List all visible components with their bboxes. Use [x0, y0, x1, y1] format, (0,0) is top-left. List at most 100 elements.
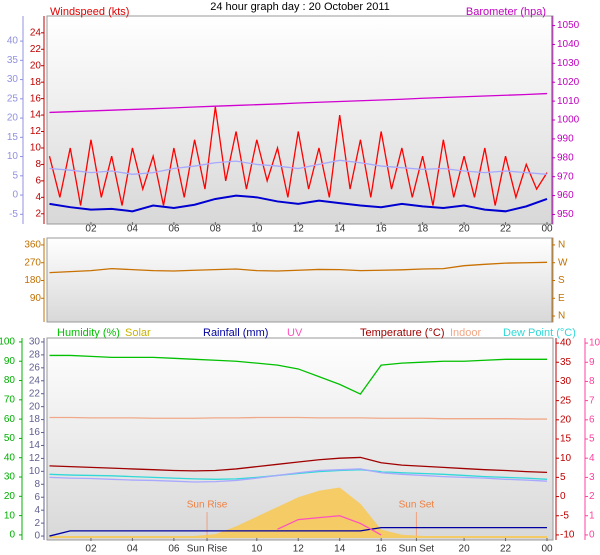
- area: [49, 487, 547, 538]
- y-tick-label: 10: [589, 338, 600, 349]
- y-tick-label: 1050: [557, 20, 580, 31]
- x-tick-label: 14: [334, 544, 346, 555]
- y-tick-label: 0: [560, 491, 566, 502]
- y-tick-label: 90: [30, 293, 42, 304]
- y-tick-label: 8: [35, 159, 41, 170]
- line: [277, 515, 382, 536]
- x-tick-label: 22: [500, 224, 512, 235]
- line: [49, 261, 548, 274]
- y-tick-label: 0: [34, 531, 40, 542]
- y-tick-label: 25: [7, 93, 19, 104]
- y-tick-label: S: [558, 275, 565, 286]
- y-tick-label: 35: [560, 357, 572, 368]
- y-tick-label: 5: [589, 434, 595, 445]
- y-tick-label: 22: [29, 388, 41, 399]
- legend-entry: Dew Point (°C): [503, 327, 576, 339]
- x-tick-label: 12: [293, 224, 305, 235]
- annotation: Sun Set: [399, 500, 435, 511]
- y-tick-label: 100: [0, 337, 15, 348]
- x-tick-label: 20: [459, 224, 471, 235]
- y-tick-label: 1040: [557, 39, 580, 50]
- y-tick-label: 80: [4, 375, 16, 386]
- x-tick-label: 16: [376, 544, 388, 555]
- y-tick-label: 24: [30, 27, 42, 38]
- y-tick-label: 960: [557, 190, 574, 201]
- y-tick-label: 20: [30, 60, 42, 71]
- plot-area: [46, 15, 554, 225]
- x-tick-label: 08: [210, 224, 222, 235]
- y-tick-label: 3: [589, 472, 595, 483]
- line: [49, 354, 547, 395]
- y-tick-label: 950: [557, 209, 574, 220]
- y-tick-label: 16: [29, 427, 41, 438]
- y-tick-label: 40: [7, 36, 19, 47]
- x-tick-label: 18: [417, 224, 429, 235]
- y-tick-label: 970: [557, 171, 574, 182]
- y-tick-label: 20: [4, 491, 16, 502]
- y-tick-label: 28: [29, 350, 41, 361]
- y-tick-label: 2: [34, 518, 40, 529]
- x-tick-label: Sun Rise: [187, 544, 228, 555]
- y-tick-label: 30: [29, 337, 41, 348]
- x-tick-label: 06: [168, 544, 180, 555]
- y-tick-label: 6: [34, 492, 40, 503]
- y-tick-label: 4: [34, 505, 40, 516]
- y-tick-label: 15: [560, 434, 572, 445]
- y-tick-label: 90: [4, 356, 16, 367]
- axis-label: Barometer (hpa): [466, 6, 546, 18]
- y-tick-label: 10: [4, 510, 16, 521]
- y-tick-label: 2: [589, 491, 595, 502]
- y-tick-label: 14: [30, 110, 42, 121]
- y-tick-label: -5: [560, 510, 569, 521]
- y-tick-label: 20: [29, 401, 41, 412]
- y-tick-label: 35: [7, 55, 19, 66]
- legend-entry: Humidity (%): [57, 327, 120, 339]
- y-tick-label: 1000: [557, 115, 580, 126]
- y-tick-label: 22: [30, 44, 42, 55]
- x-tick-label: 12: [293, 544, 305, 555]
- y-tick-label: 270: [24, 257, 41, 268]
- y-tick-label: 26: [29, 362, 41, 373]
- y-tick-label: 4: [35, 192, 41, 203]
- y-tick-label: E: [558, 293, 565, 304]
- x-tick-label: 00: [541, 544, 553, 555]
- legend-entry: Solar: [125, 327, 151, 339]
- plot-area: [46, 237, 554, 323]
- y-tick-label: 7: [589, 395, 595, 406]
- y-tick-label: 980: [557, 152, 574, 163]
- y-tick-label: 30: [4, 472, 16, 483]
- x-tick-label: 16: [376, 224, 388, 235]
- y-tick-label: 16: [30, 93, 42, 104]
- y-tick-label: 0: [12, 190, 18, 201]
- y-tick-label: 990: [557, 134, 574, 145]
- y-tick-label: 40: [560, 338, 572, 349]
- x-tick-label: 10: [251, 544, 263, 555]
- y-tick-label: 10: [7, 151, 19, 162]
- y-tick-label: 60: [4, 414, 16, 425]
- x-tick-label: 04: [127, 224, 139, 235]
- line: [49, 469, 548, 480]
- y-tick-label: N: [558, 240, 565, 251]
- y-tick-label: 1020: [557, 77, 580, 88]
- y-tick-label: 30: [7, 74, 19, 85]
- y-tick-label: 50: [4, 433, 16, 444]
- y-tick-label: 70: [4, 394, 16, 405]
- y-tick-label: -5: [9, 209, 18, 220]
- x-tick-label: 02: [85, 544, 97, 555]
- y-tick-label: 360: [24, 240, 41, 251]
- legend-entry: Rainfall (mm): [203, 327, 268, 339]
- y-tick-label: 0: [9, 530, 15, 541]
- y-tick-label: 6: [589, 414, 595, 425]
- legend-entry: UV: [287, 327, 303, 339]
- line: [49, 416, 547, 420]
- y-tick-label: 12: [29, 453, 41, 464]
- y-tick-label: 8: [589, 376, 595, 387]
- line: [49, 92, 548, 114]
- line: [49, 526, 547, 537]
- y-tick-label: 10: [560, 453, 572, 464]
- y-tick-label: 0: [589, 530, 595, 541]
- y-tick-label: 18: [29, 414, 41, 425]
- y-tick-label: 1030: [557, 58, 580, 69]
- y-tick-label: 5: [560, 472, 566, 483]
